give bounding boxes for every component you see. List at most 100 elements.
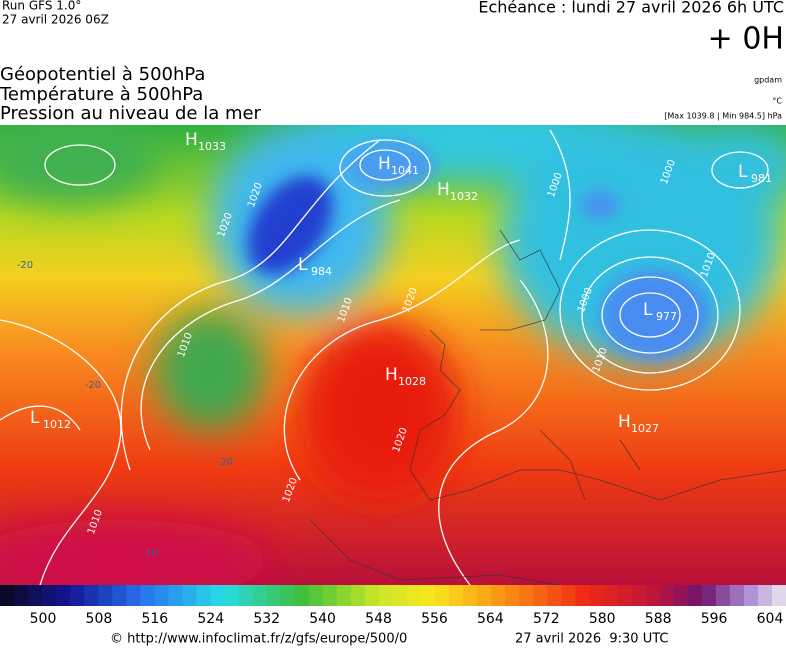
colorbar-swatch <box>743 585 759 606</box>
colorbar-swatch <box>238 585 254 606</box>
colorbar-label: 564 <box>477 611 504 627</box>
run-label: Run GFS 1.0° <box>2 0 81 13</box>
center-value: 1027 <box>631 422 659 435</box>
colorbar-label: 596 <box>701 611 728 627</box>
colorbar-swatch <box>603 585 619 606</box>
colorbar-swatch <box>364 585 380 606</box>
center-letter: H <box>618 412 631 432</box>
colorbar-swatch <box>28 585 43 606</box>
center-letter: H <box>385 365 398 385</box>
colorbar-swatch <box>771 585 786 606</box>
title: Température à 500hPa <box>0 84 203 105</box>
unit: °C <box>772 97 782 106</box>
colorbar-label: 500 <box>30 611 57 627</box>
center-value: 1033 <box>198 140 226 153</box>
colorbar-swatch <box>617 585 633 606</box>
isobars <box>0 129 769 585</box>
temperature-label: -20 <box>17 260 33 271</box>
colorbar-label: 556 <box>421 611 448 627</box>
offset: + 0H <box>708 22 784 57</box>
title: Pression au niveau de la mer <box>0 103 262 124</box>
footer-time: 27 avril 2026 9:30 UTC <box>515 632 668 647</box>
colorbar-label: 508 <box>86 611 113 627</box>
colorbar-swatch <box>210 585 226 606</box>
colorbar-swatch <box>224 585 240 606</box>
center-letter: H <box>185 130 198 150</box>
colorbar-swatch <box>126 585 141 606</box>
center-letter: H <box>378 154 391 174</box>
colorbar-swatch <box>336 585 352 606</box>
temperature-label: -10 <box>142 548 158 559</box>
colorbar-label: 580 <box>589 611 616 627</box>
colorbar-label: 524 <box>197 611 224 627</box>
colorbar-swatch <box>659 585 675 606</box>
colorbar-swatch <box>294 585 310 606</box>
colorbar-swatch <box>56 585 71 606</box>
colorbar-swatch <box>0 585 15 606</box>
colorbar-swatch <box>42 585 57 606</box>
colorbar-swatch <box>350 585 366 606</box>
center-value: 977 <box>656 310 677 323</box>
colorbar-label: 532 <box>253 611 280 627</box>
center-value: 1041 <box>391 164 419 177</box>
colorbar-swatch <box>112 585 127 606</box>
temperature-label: -20 <box>85 380 101 391</box>
colorbar-swatch <box>673 585 689 606</box>
colorbar-swatch <box>266 585 282 606</box>
center-value: 984 <box>311 265 332 278</box>
colorbar-swatch <box>378 585 394 606</box>
colorbar-label: 572 <box>533 611 560 627</box>
title: Géopotentiel à 500hPa <box>0 64 205 85</box>
colorbar-swatch <box>547 585 562 606</box>
center-letter: L <box>738 162 748 182</box>
colorbar-swatch <box>84 585 99 606</box>
colorbar-swatch <box>182 585 197 606</box>
coastlines <box>309 229 786 585</box>
center-value: 981 <box>751 172 772 185</box>
colorbar-swatch <box>589 585 605 606</box>
colorbar-swatch <box>757 585 773 606</box>
run-date: 27 avril 2026 06Z <box>2 13 109 27</box>
colorbar-swatch <box>715 585 731 606</box>
pressure-range: [Max 1039.8 | Min 984.5] hPa <box>664 112 782 121</box>
colorbar-swatch <box>421 585 436 606</box>
colorbar-label: 588 <box>645 611 672 627</box>
colorbar-label: 548 <box>365 611 392 627</box>
colorbar-swatch <box>533 585 548 606</box>
colorbar-swatch <box>280 585 296 606</box>
colorbar-label: 604 <box>757 611 784 627</box>
center-letter: H <box>437 180 450 200</box>
colorbar-swatch <box>449 585 464 606</box>
colorbar-swatch <box>463 585 478 606</box>
colorbar-swatch <box>491 585 506 606</box>
colorbar-swatch <box>729 585 745 606</box>
colorbar-swatch <box>701 585 717 606</box>
colorbar-swatch <box>575 585 590 606</box>
colorbar-swatch <box>407 585 422 606</box>
colorbar-label: 516 <box>141 611 168 627</box>
colorbar-swatch <box>168 585 183 606</box>
colorbar-swatch <box>505 585 520 606</box>
colorbar-swatch <box>631 585 647 606</box>
temperature-label: -20 <box>217 457 233 468</box>
colorbar-swatch <box>140 585 155 606</box>
colorbar-swatch <box>393 585 408 606</box>
center-value: 1012 <box>43 418 71 431</box>
colorbar-swatch <box>322 585 338 606</box>
echeance: Echéance : lundi 27 avril 2026 6h UTC <box>478 0 784 17</box>
colorbar-swatch <box>645 585 661 606</box>
colorbar-swatch <box>435 585 450 606</box>
footer-url: © http://www.infoclimat.fr/z/gfs/europe/… <box>110 632 407 647</box>
center-letter: L <box>298 255 308 275</box>
unit: gpdam <box>754 76 782 85</box>
center-letter: L <box>643 300 653 320</box>
map <box>0 125 786 585</box>
colorbar-swatch <box>561 585 576 606</box>
colorbar-swatch <box>154 585 169 606</box>
center-letter: L <box>30 408 40 428</box>
colorbar-swatch <box>252 585 268 606</box>
colorbar-swatch <box>308 585 324 606</box>
colorbar <box>0 585 786 606</box>
center-value: 1028 <box>398 375 426 388</box>
